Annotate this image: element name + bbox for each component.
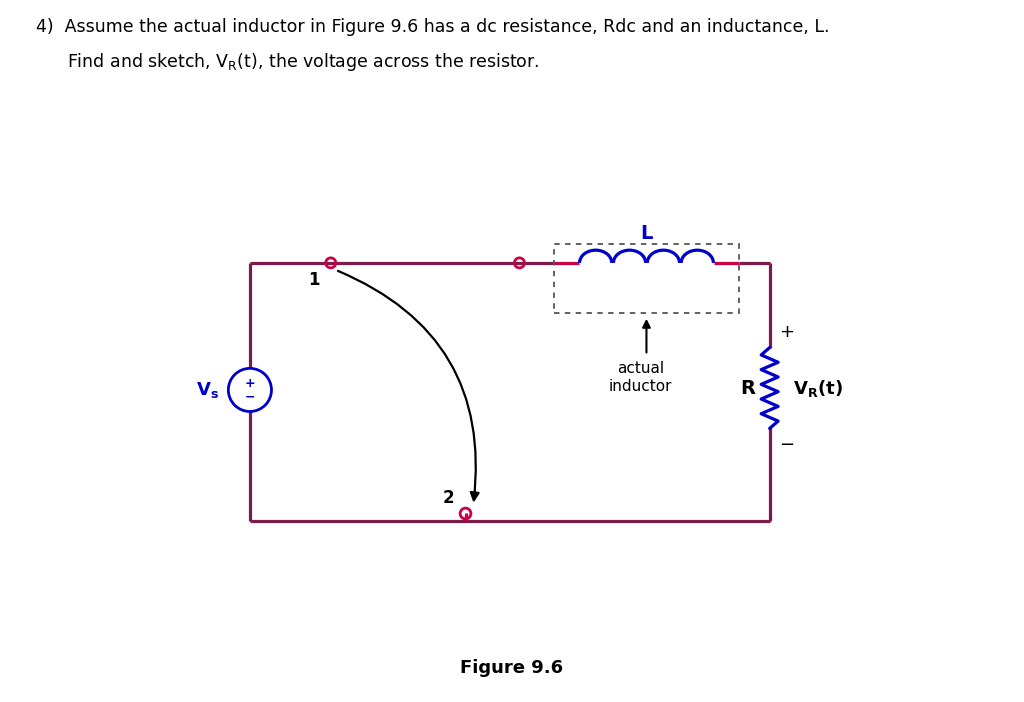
FancyArrowPatch shape — [338, 271, 478, 501]
Text: R: R — [740, 378, 756, 397]
Text: −: − — [779, 437, 795, 454]
Text: actual
inductor: actual inductor — [608, 362, 672, 394]
Text: +: + — [779, 323, 794, 341]
Text: +: + — [245, 376, 255, 390]
Text: Find and sketch, V$_\mathregular{R}$(t), the voltage across the resistor.: Find and sketch, V$_\mathregular{R}$(t),… — [67, 51, 539, 72]
Bar — [554, 244, 739, 313]
Text: V$_\mathregular{R}$(t): V$_\mathregular{R}$(t) — [793, 378, 843, 399]
Text: Figure 9.6: Figure 9.6 — [461, 659, 563, 677]
Text: 2: 2 — [442, 489, 455, 507]
Text: 1: 1 — [308, 271, 319, 289]
Text: −: − — [245, 390, 255, 404]
Text: V$_\mathregular{s}$: V$_\mathregular{s}$ — [196, 380, 219, 400]
Text: L: L — [640, 224, 652, 243]
Text: 4)  Assume the actual inductor in Figure 9.6 has a dc resistance, Rdc and an ind: 4) Assume the actual inductor in Figure … — [36, 18, 829, 36]
FancyArrowPatch shape — [643, 321, 650, 352]
